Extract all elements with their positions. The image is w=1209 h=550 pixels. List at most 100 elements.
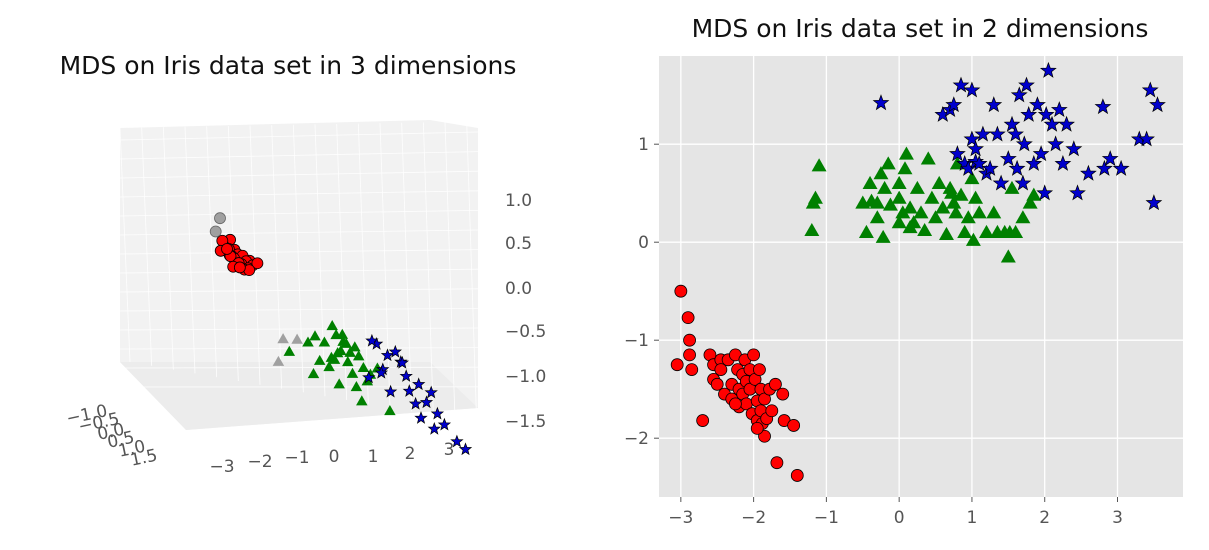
gridline-3d <box>119 366 479 369</box>
data-point-3d-triangle <box>352 350 365 361</box>
gridline-3d <box>119 190 479 198</box>
data-point-star <box>952 76 970 93</box>
gridline-3d <box>487 121 499 427</box>
data-point-3d-triangle <box>344 346 356 357</box>
data-point-triangle <box>965 232 981 246</box>
chart-2d-title: MDS on Iris data set in 2 dimensions <box>692 14 1149 43</box>
data-point-3d-triangle <box>356 395 368 406</box>
data-point-star <box>1032 145 1050 162</box>
data-point-star <box>872 94 890 111</box>
data-point-circle <box>729 397 742 411</box>
data-point-circle <box>696 414 710 427</box>
tick-label-y-3d: 1.5 <box>129 446 160 471</box>
data-point-star <box>1069 184 1086 201</box>
data-point-triangle <box>804 222 820 237</box>
data-point-star <box>1054 154 1072 171</box>
data-point-triangle <box>931 175 947 190</box>
data-point-3d-circle <box>214 212 226 225</box>
tick-label-x-3d: 3 <box>444 440 455 460</box>
gridline-3d <box>292 124 304 393</box>
data-point-triangle <box>1008 224 1024 239</box>
tick-label-x: 3 <box>1112 508 1123 528</box>
data-point-star <box>1050 101 1068 118</box>
data-point-triangle <box>891 215 907 229</box>
gridline-3d <box>271 125 283 389</box>
data-point-star <box>1094 98 1112 115</box>
data-point-circle <box>753 363 766 377</box>
data-point-circle <box>750 421 764 435</box>
data-point-circle <box>776 387 790 401</box>
data-point-star <box>999 150 1017 167</box>
data-point-circle <box>683 333 696 347</box>
data-point-triangle <box>1015 210 1031 224</box>
tick-label-x-3d: 2 <box>405 444 416 464</box>
data-point-3d-star <box>362 370 376 384</box>
tick-label-x: 2 <box>1039 508 1050 528</box>
data-point-triangle <box>877 180 893 194</box>
data-point-triangle <box>873 166 889 180</box>
data-point-3d-triangle <box>313 354 326 365</box>
data-point-3d-triangle <box>272 355 285 366</box>
gridline-3d <box>119 288 479 293</box>
tick-label-z-3d: −0.5 <box>505 322 546 342</box>
data-point-3d-triangle <box>283 345 296 356</box>
data-point-3d-star <box>395 355 409 369</box>
data-point-circle <box>714 363 728 377</box>
data-point-star <box>1149 96 1166 113</box>
data-point-3d-triangle <box>326 320 338 331</box>
chart-3d: MDS on Iris data set in 3 dimensions −3−… <box>60 51 547 477</box>
gridline-3d <box>357 123 369 404</box>
data-point-triangle <box>1004 180 1020 194</box>
data-point-star <box>989 125 1006 142</box>
data-point-triangle <box>948 205 964 219</box>
data-point-3d-triangle <box>302 336 314 347</box>
data-point-3d-triangle <box>350 381 363 392</box>
gridline-3d <box>119 210 479 217</box>
data-point-triangle <box>928 210 944 224</box>
data-point-3d-circle <box>251 257 264 270</box>
data-point-circle <box>670 358 684 372</box>
data-point-circle <box>787 419 801 432</box>
gridline-3d <box>119 327 479 331</box>
data-point-star <box>1037 105 1055 122</box>
data-point-3d-circle <box>233 261 246 274</box>
tick-label-z-3d: −1.0 <box>505 367 546 387</box>
gridline-3d <box>379 123 391 408</box>
data-point-circle <box>758 429 771 443</box>
data-point-3d-triangle <box>384 405 396 416</box>
chart-2d: MDS on Iris data set in 2 dimensions −3−… <box>624 14 1183 528</box>
data-point-3d-triangle <box>336 328 349 339</box>
data-point-circle <box>770 456 784 470</box>
data-point-circle <box>765 404 779 418</box>
data-point-triangle <box>935 200 951 214</box>
data-point-triangle <box>898 146 914 160</box>
data-point-triangle <box>869 210 885 224</box>
data-point-star <box>1145 194 1163 211</box>
data-point-3d-triangle <box>340 337 352 348</box>
data-point-triangle <box>964 171 980 185</box>
gridline-3d <box>466 121 478 423</box>
data-point-triangle <box>875 229 891 243</box>
data-point-star <box>1039 61 1057 78</box>
data-point-3d-star <box>408 396 423 410</box>
data-point-3d-star <box>424 385 438 399</box>
gridline-3d <box>314 124 326 397</box>
data-point-3d-triangle <box>328 353 341 364</box>
data-point-triangle <box>891 175 907 190</box>
tick-label-x: −1 <box>814 508 839 528</box>
data-point-3d-star <box>365 333 379 347</box>
data-point-star <box>1020 105 1038 122</box>
data-point-triangle <box>968 190 984 204</box>
data-point-triangle <box>880 156 896 170</box>
data-point-triangle <box>986 205 1002 219</box>
data-point-star <box>1025 154 1043 171</box>
data-point-3d-star <box>412 377 426 391</box>
data-point-triangle <box>882 197 898 211</box>
data-point-triangle <box>869 195 885 209</box>
tick-label-x-3d: −3 <box>209 457 234 477</box>
data-point-3d-triangle <box>309 330 321 341</box>
gridline-3d <box>249 125 261 385</box>
gridline-3d <box>119 229 479 236</box>
data-point-triangle <box>909 180 925 194</box>
